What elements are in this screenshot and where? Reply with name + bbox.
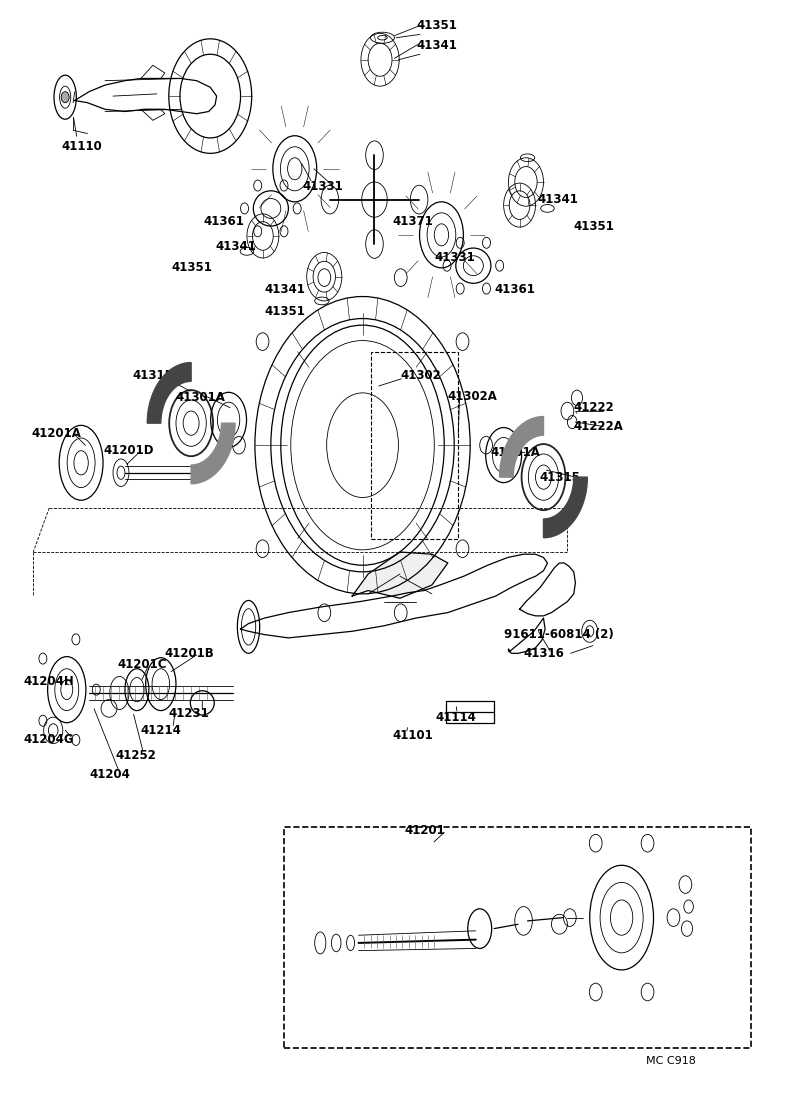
Bar (370, 351, 458, 539)
Text: 41302: 41302 (400, 370, 441, 382)
Text: 41204G: 41204G (24, 733, 74, 745)
Text: 41201A: 41201A (32, 426, 82, 439)
Text: 41201D: 41201D (103, 444, 154, 457)
Text: 41301A: 41301A (490, 446, 540, 459)
Text: 41331: 41331 (302, 180, 342, 193)
Text: 41302A: 41302A (448, 390, 498, 403)
Polygon shape (147, 362, 191, 423)
Text: 41316: 41316 (523, 647, 565, 660)
Bar (285, 827, 750, 1048)
Text: 41341: 41341 (537, 193, 578, 206)
Polygon shape (500, 416, 543, 477)
Circle shape (61, 92, 69, 103)
Text: 41371: 41371 (392, 215, 433, 229)
Text: 41351: 41351 (171, 262, 212, 275)
Text: 41101: 41101 (392, 730, 433, 742)
Text: 41222A: 41222A (574, 420, 624, 433)
Text: 41315: 41315 (133, 370, 174, 382)
Text: 41201: 41201 (404, 824, 445, 837)
Text: 41341: 41341 (416, 39, 457, 52)
Text: 41341: 41341 (265, 284, 306, 296)
Text: 41201C: 41201C (117, 658, 166, 671)
Text: 41204: 41204 (89, 768, 130, 781)
Text: 41351: 41351 (574, 220, 614, 233)
Text: 41301A: 41301A (175, 391, 225, 404)
Text: 41222: 41222 (574, 401, 614, 414)
Text: 41361: 41361 (494, 284, 535, 296)
Text: 41114: 41114 (436, 711, 477, 724)
Polygon shape (352, 552, 448, 598)
Text: 41204H: 41204H (24, 676, 74, 689)
Text: 41351: 41351 (265, 306, 306, 318)
Polygon shape (543, 477, 587, 538)
Polygon shape (191, 423, 235, 484)
Text: 41110: 41110 (61, 140, 102, 153)
Text: 41331: 41331 (434, 252, 475, 265)
Text: 41315: 41315 (539, 470, 580, 484)
Text: MC C918: MC C918 (646, 1055, 695, 1065)
Text: 41231: 41231 (169, 708, 210, 721)
Text: 41341: 41341 (215, 241, 256, 254)
Text: 41351: 41351 (416, 19, 457, 32)
Text: 41201B: 41201B (165, 647, 214, 660)
Text: 41214: 41214 (141, 724, 182, 736)
Text: 41361: 41361 (203, 215, 244, 229)
Text: 91611-60814 (2): 91611-60814 (2) (504, 628, 614, 641)
Text: 41252: 41252 (115, 750, 156, 762)
